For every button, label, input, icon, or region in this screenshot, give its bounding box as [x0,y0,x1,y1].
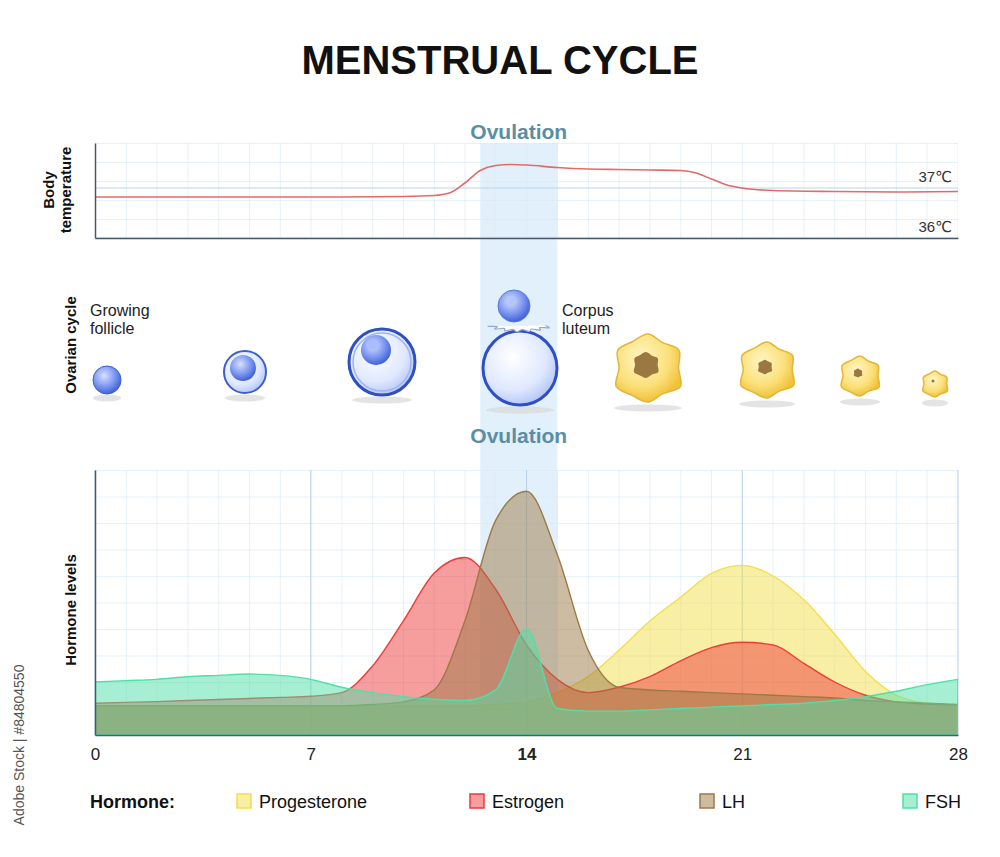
title: MENSTRUAL CYCLE [301,38,698,82]
oocyte [230,355,256,381]
oocyte [498,290,530,322]
stage-label: Corpusluteum [562,302,614,337]
hormone-area [95,491,958,735]
corpus-luteum-core [932,379,935,382]
legend-item: FSH [903,792,961,812]
legend-label: Progesterone [259,792,367,812]
y-tick-label: 37℃ [918,168,952,185]
chart-root: MENSTRUAL CYCLE Adobe Stock | #84804550 0 7… [0,0,1000,857]
y-tick-label: 36℃ [918,218,952,235]
grid-line [95,470,96,735]
follicle-ring [353,333,411,391]
shadow [840,399,880,406]
graph-paper [95,143,958,238]
ovulation-band [480,143,557,238]
section-label: Ovarian cycle [62,296,79,394]
legend-label: Estrogen [492,792,564,812]
shadow [614,405,682,412]
layer-icons [93,290,948,414]
source: Adobe Stock | #84804550 [11,664,27,825]
x-tick: 14 [518,735,537,764]
x-tick: 21 [733,735,752,764]
layer-paper [95,143,958,735]
x-tick: 0 [91,735,100,764]
chart-svg: MENSTRUAL CYCLE Adobe Stock | #84804550 0 7… [0,0,1000,857]
x-tick: 7 [307,735,316,764]
fringe [488,325,550,331]
legend-swatch [237,794,251,808]
x-axis: 0 7 14 21 28 [91,735,968,764]
oocyte [361,335,391,365]
axis-line [96,735,959,737]
legend-swatch [700,794,714,808]
stage-label: Growingfollicle [90,302,150,337]
corpus-luteum-core [854,369,862,378]
hormone-area [95,629,958,735]
annotation: Ovulation [470,120,567,143]
x-tick-label: 28 [949,745,968,764]
grid-line [95,238,958,239]
layer-axes: 0 7 14 21 28 [91,144,968,765]
y-axis-label: Bodytemperature [40,147,74,234]
corpus-luteum [740,342,794,398]
follicle [224,351,266,393]
corpus-luteum [616,334,682,402]
y-axis-label: Hormone levels [62,554,79,666]
corpus-luteum-core [634,352,659,378]
follicle [93,366,121,394]
plot-marks [95,491,958,735]
corpus-luteum [841,356,880,396]
annotation: Ovulation [470,424,567,447]
legend-swatch [470,794,484,808]
follicle [483,331,557,405]
legend-title: Hormone: [90,792,175,812]
follicle [349,329,415,395]
grid-line [95,188,958,189]
shadow [486,407,554,414]
legend-label: FSH [925,792,961,812]
x-tick-label: 21 [733,745,752,764]
graph-paper [95,470,958,735]
axis-line [95,471,97,736]
corpus-luteum-core [758,360,772,375]
shadow [93,395,121,402]
legend-label: LH [722,792,745,812]
x-tick: 28 [949,735,968,764]
shadow [352,397,412,404]
nucleus [368,340,378,350]
layer-texts: Ovulation 36℃ 37℃ Bodytemperature Ovulation H… [40,120,961,812]
corpus-luteum [923,371,948,397]
layer-grid [95,188,958,735]
temperature-line [95,165,958,198]
legend-item: Progesterone [237,792,367,812]
plot-marks [95,165,958,198]
legend-swatch [903,794,917,808]
shadow [739,401,795,408]
shadow [922,400,948,407]
x-tick-label: 7 [307,745,316,764]
x-tick-label: 14 [518,745,537,764]
x-axis [96,238,959,239]
x-tick-label: 0 [91,745,100,764]
legend-item: LH [700,792,745,812]
axis-line [95,144,97,239]
legend-item: Estrogen [470,792,564,812]
shadow [225,395,265,402]
layer-marks [95,165,958,736]
nucleus [506,296,516,306]
y-axis [95,471,96,736]
y-axis [95,144,96,239]
axis-line [96,238,959,240]
